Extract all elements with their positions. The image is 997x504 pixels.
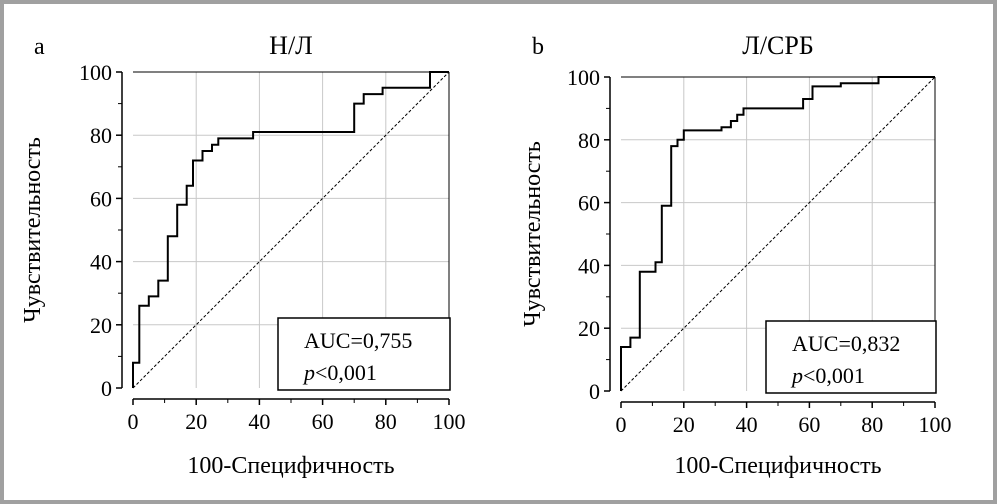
panel-label: a [34,34,45,60]
x-tick-label: 0 [616,412,627,437]
y-tick-label: 40 [90,250,112,275]
y-tick-label: 20 [90,313,112,338]
y-tick-label: 60 [90,186,112,211]
y-tick-label: 100 [79,60,112,85]
x-tick-label: 40 [736,412,758,437]
reference-diagonal [620,76,936,392]
p-value-italic: p [302,360,315,385]
y-tick-label: 80 [90,123,112,148]
x-tick-label: 0 [128,409,139,434]
auc-text: AUC=0,832 [792,331,900,356]
p-value-text: p<0,001 [302,360,377,385]
y-tick-label: 40 [578,253,600,278]
x-tick-label: 80 [861,412,883,437]
roc-curve [132,71,449,388]
y-tick-label: 60 [578,191,600,216]
y-tick-label: 80 [578,128,600,153]
panel-label: b [532,34,544,60]
auc-text: AUC=0,755 [304,328,412,353]
roc-curve [620,76,935,391]
x-tick-label: 100 [919,412,952,437]
panel-b: 0 20 40 60 80 100 0 20 40 60 80 100 AUC=0,832 p<0,001… [520,31,952,479]
x-tick-label: 60 [798,412,820,437]
y-axis-label: Чувствительность [20,137,46,323]
p-value-rest: <0,001 [803,363,865,388]
chart-title: Л/СРБ [742,31,814,60]
x-axis-label: 100-Специфичность [674,453,881,479]
p-value-text: p<0,001 [790,363,865,388]
x-tick-label: 80 [375,409,397,434]
auc-box [277,317,451,391]
y-tick-label: 0 [589,379,600,404]
y-tick-label: 0 [101,376,112,401]
y-tick-label: 100 [567,65,600,90]
reference-diagonal [132,71,450,389]
y-tick-label: 20 [578,316,600,341]
p-value-italic: p [790,363,803,388]
x-tick-label: 100 [433,409,466,434]
x-tick-label: 20 [185,409,207,434]
x-tick-label: 40 [248,409,270,434]
x-tick-label: 20 [673,412,695,437]
x-axis-label: 100-Специфичность [187,453,394,479]
panel-a: 0 20 40 60 80 100 0 20 40 60 80 100 AUC=0,755 p<0,001… [20,31,466,479]
chart-title: Н/Л [269,31,313,60]
y-axis-label: Чувствительность [520,141,546,327]
p-value-rest: <0,001 [315,360,377,385]
x-tick-label: 60 [312,409,334,434]
auc-box [765,320,937,394]
